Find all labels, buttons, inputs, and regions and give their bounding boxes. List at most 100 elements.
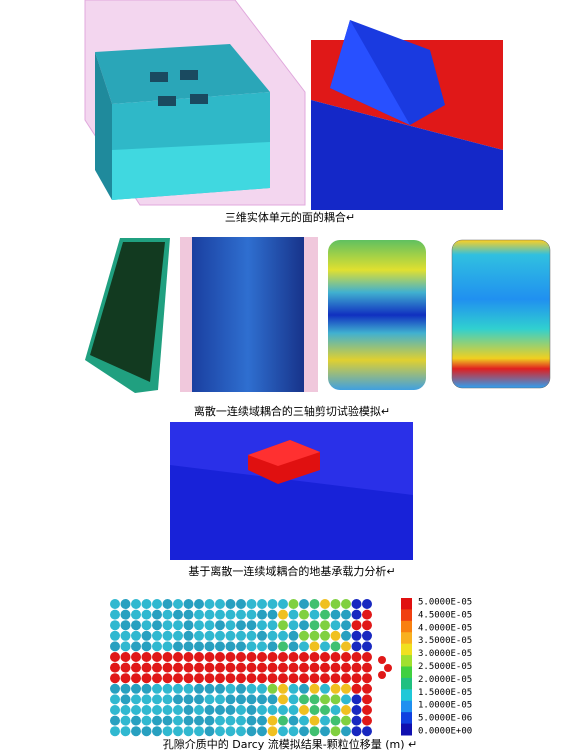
particle [236, 609, 246, 620]
particle [131, 620, 141, 631]
particle [320, 694, 330, 705]
particle [131, 599, 141, 609]
particle [278, 726, 288, 737]
particle [351, 620, 362, 631]
particle [141, 673, 152, 684]
particle [194, 609, 204, 620]
particle [173, 599, 183, 609]
particle [320, 662, 330, 673]
particle [288, 662, 299, 673]
colorbar-band [401, 643, 412, 656]
particle [215, 694, 225, 705]
particle [183, 726, 194, 737]
particle [362, 673, 372, 684]
particle [225, 705, 236, 715]
particle [120, 641, 131, 652]
particle [246, 705, 257, 715]
particle [257, 609, 267, 620]
particle [194, 726, 204, 737]
particle [120, 609, 131, 620]
particle [309, 620, 320, 631]
figure-image [170, 422, 413, 560]
particle [320, 683, 330, 694]
particle [246, 599, 257, 609]
colorbar-band [401, 620, 412, 633]
particle [246, 726, 257, 737]
particle [362, 609, 372, 620]
particle [183, 662, 194, 673]
particle [288, 683, 299, 694]
particle [378, 671, 386, 679]
particle [120, 673, 131, 684]
particle [351, 726, 362, 737]
particle [110, 673, 120, 684]
particle [141, 683, 152, 694]
particle [257, 683, 267, 694]
colorbar-band [401, 723, 412, 736]
particle [215, 673, 225, 684]
particle [299, 705, 309, 715]
particle [288, 726, 299, 737]
particle [162, 694, 173, 705]
particle [341, 705, 351, 715]
particle [309, 652, 320, 662]
particle [183, 630, 194, 641]
colorbar-band [401, 700, 412, 713]
particle [183, 641, 194, 652]
colorbar-band [401, 598, 412, 610]
particle [152, 726, 162, 737]
particle [215, 705, 225, 715]
particle [278, 652, 288, 662]
particle [341, 683, 351, 694]
particle [320, 599, 330, 609]
particle [351, 683, 362, 694]
particle [173, 630, 183, 641]
particle [351, 673, 362, 684]
particle [267, 662, 278, 673]
particle [267, 683, 278, 694]
particle [215, 715, 225, 726]
particle [341, 673, 351, 684]
particle [278, 620, 288, 631]
particle [278, 673, 288, 684]
colorbar-band [401, 677, 412, 690]
particle [152, 705, 162, 715]
particle [320, 726, 330, 737]
particle [330, 599, 341, 609]
particle [362, 694, 372, 705]
particle [162, 609, 173, 620]
particle [362, 620, 372, 631]
particle [204, 662, 215, 673]
particle [141, 694, 152, 705]
particle [341, 694, 351, 705]
particle [194, 599, 204, 609]
particle [320, 652, 330, 662]
particle [330, 641, 341, 652]
colorbar-band [401, 666, 412, 679]
particle [257, 630, 267, 641]
particle [173, 662, 183, 673]
colorbar-label: 5.0000E-05 [418, 598, 472, 608]
particle [131, 662, 141, 673]
particle [330, 662, 341, 673]
particle [288, 630, 299, 641]
particle [236, 683, 246, 694]
particle [120, 662, 131, 673]
particle [141, 726, 152, 737]
particle [267, 599, 278, 609]
particle [384, 664, 392, 672]
particle [330, 726, 341, 737]
particle [351, 715, 362, 726]
particle [246, 683, 257, 694]
particle [246, 715, 257, 726]
particle [173, 652, 183, 662]
particle [257, 673, 267, 684]
figure-image [85, 237, 551, 393]
particle [320, 673, 330, 684]
particle [362, 599, 372, 609]
colorbar-label: 5.0000E-06 [418, 714, 472, 724]
particle [194, 673, 204, 684]
particle [162, 726, 173, 737]
particle [299, 630, 309, 641]
particle [215, 683, 225, 694]
